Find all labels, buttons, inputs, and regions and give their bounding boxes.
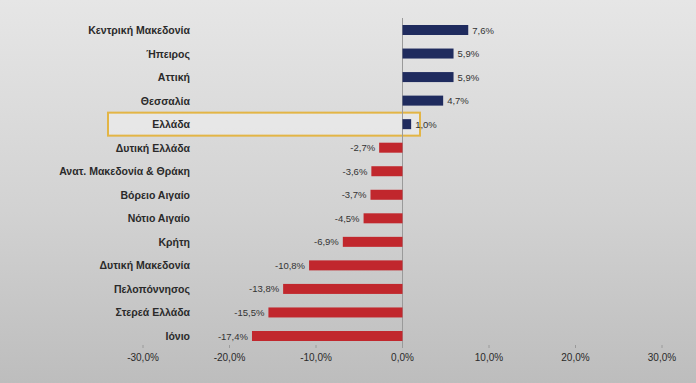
chart-svg: Κεντρική Μακεδονία Ήπειρος Αττική Θεσσαλία Ε… [0, 0, 696, 383]
bar [343, 237, 403, 247]
bar [371, 166, 402, 176]
tick-mark [662, 345, 663, 348]
bar [364, 213, 403, 223]
bars [252, 25, 468, 341]
category-label: Νότιο Αιγαίο [128, 212, 190, 224]
bar [403, 72, 454, 82]
data-label: 4,7% [447, 95, 469, 106]
bar [370, 190, 402, 200]
category-label: Κεντρική Μακεδονία [88, 24, 190, 36]
category-label: Ανατ. Μακεδονία & Θράκη [59, 165, 190, 177]
tick-mark [575, 345, 576, 348]
data-label: -4,5% [335, 213, 360, 224]
bar [309, 260, 402, 270]
bar [268, 307, 402, 317]
bar [403, 119, 412, 129]
category-label: Ήπειρος [146, 48, 190, 61]
bar [403, 25, 469, 35]
bar [379, 143, 402, 153]
tick-label: -30,0% [127, 352, 159, 363]
data-label: -10,8% [275, 260, 306, 271]
category-label: Αττική [158, 71, 190, 83]
tick-label: 10,0% [475, 352, 503, 363]
data-label: -3,7% [342, 189, 367, 200]
category-label: Ελλάδα [152, 118, 190, 130]
category-label: Δυτική Ελλάδα [116, 142, 191, 154]
category-label: Στερεά Ελλάδα [116, 306, 191, 318]
category-label: Βόρειο Αιγαίο [121, 189, 190, 201]
data-label: -17,4% [218, 331, 249, 342]
data-label: -2,7% [350, 142, 375, 153]
data-label: -15,5% [234, 307, 265, 318]
bar [403, 49, 454, 59]
data-label: 5,9% [458, 48, 480, 59]
data-label: -6,9% [314, 236, 339, 247]
tick-mark [143, 345, 144, 348]
data-label: 5,9% [458, 72, 480, 83]
tick-mark [402, 345, 403, 348]
data-label: -13,8% [249, 283, 280, 294]
bar [252, 331, 403, 341]
tick-label: -10,0% [300, 352, 332, 363]
tick-label: -20,0% [214, 352, 246, 363]
category-label: Κρήτη [158, 236, 190, 248]
bar [403, 96, 444, 106]
data-label: 1,0% [415, 119, 437, 130]
zero-axis-line [402, 18, 403, 346]
highlight-box [108, 113, 420, 136]
tick-label: 20,0% [561, 352, 589, 363]
category-label: Ιόνιο [165, 330, 190, 342]
category-label: Θεσσαλία [141, 95, 191, 107]
category-label: Δυτική Μακεδονία [100, 259, 191, 271]
data-label: -3,6% [343, 166, 368, 177]
tick-mark [229, 345, 230, 348]
tick-mark [489, 345, 490, 348]
bar [283, 284, 402, 294]
tick-label: 30,0% [648, 352, 676, 363]
chart-container: Κεντρική Μακεδονία Ήπειρος Αττική Θεσσαλία Ε… [0, 0, 696, 383]
category-label: Πελοπόννησος [114, 283, 191, 296]
data-label: 7,6% [472, 25, 494, 36]
tick-label: 0,0% [391, 352, 414, 363]
tick-mark [316, 345, 317, 348]
